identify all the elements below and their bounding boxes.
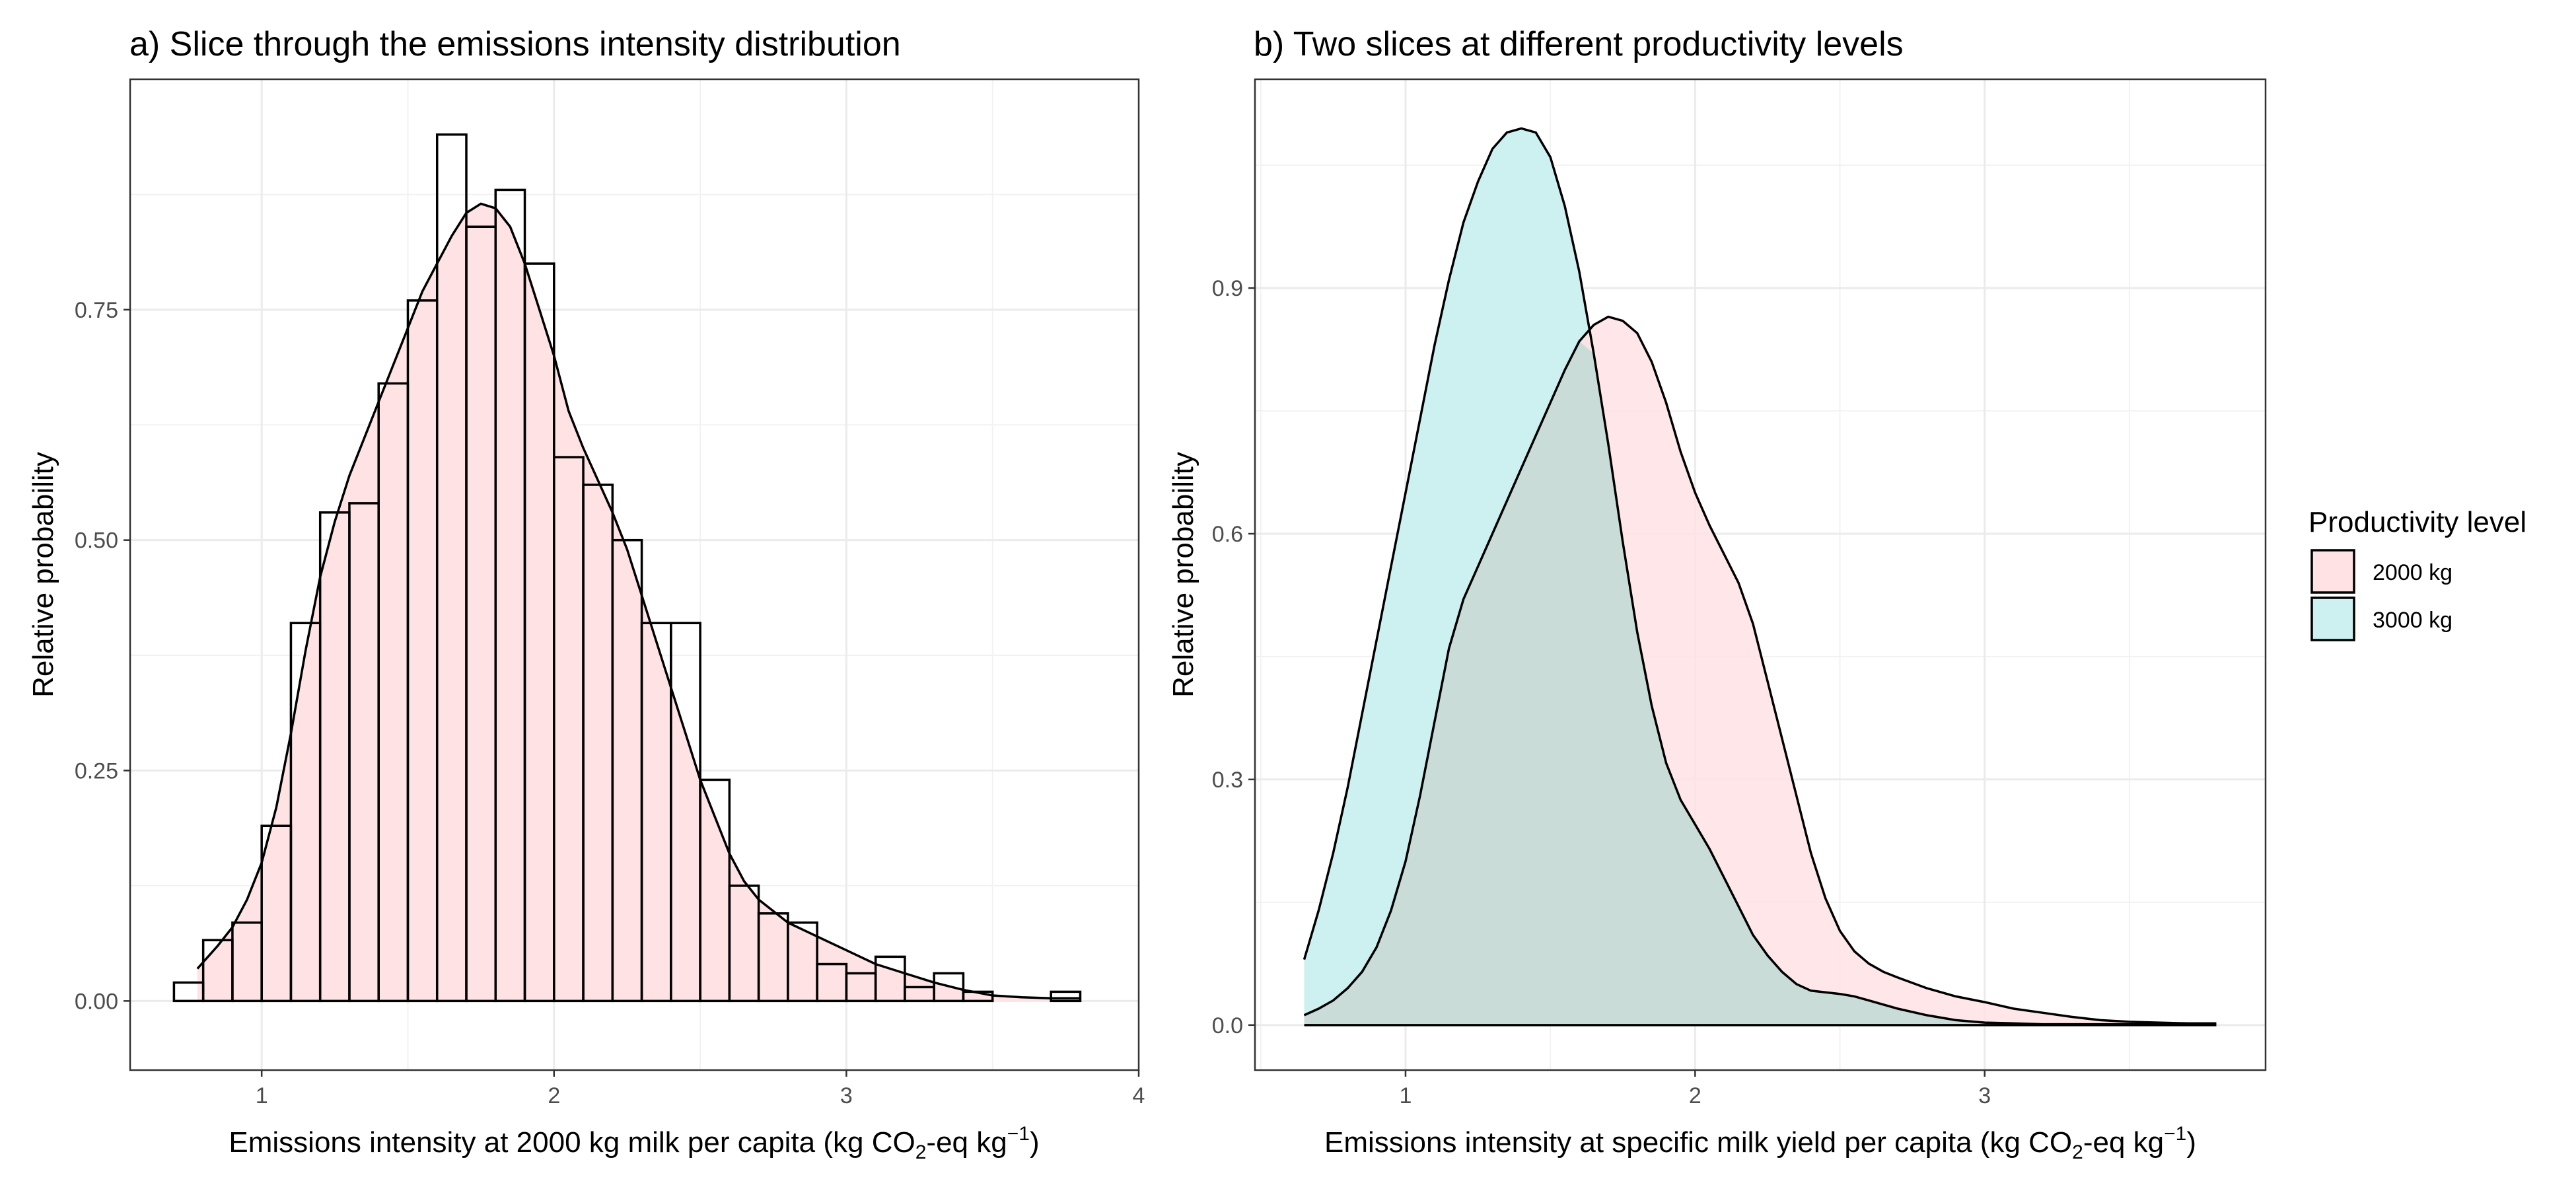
panel-b-x-label-unit-mid: -eq kg: [2083, 1126, 2164, 1159]
panel-b-x-axis: 1 2 3: [1400, 1070, 1991, 1108]
panel-a-x-label-unit-open: (kg CO: [823, 1126, 915, 1159]
legend-label: 2000 kg: [2373, 560, 2452, 585]
panel-b-x-label-unit-sup: −1: [2164, 1123, 2186, 1145]
panel-b-x-axis-label: Emissions intensity at specific milk yie…: [1324, 1123, 2196, 1163]
legend-key-3000-kg: [2310, 596, 2355, 641]
panel-b-y-axis-label: Relative probability: [1167, 452, 1199, 698]
legend-entries: 2000 kg 3000 kg: [2310, 549, 2452, 641]
panel-a-x-axis-label: Emissions intensity at 2000 kg milk per …: [229, 1123, 1039, 1163]
density-line-2000-kg: [1303, 315, 2217, 1025]
panel-a-x-tick-label: 1: [256, 1083, 268, 1108]
panel-b-y-tick-label: 0.0: [1212, 1013, 1243, 1038]
panel-a-y-axis: 0.00 0.25 0.50 0.75: [75, 298, 130, 1014]
density-overlap: [1304, 341, 2217, 1025]
panel-a-bars: [172, 133, 1082, 1003]
histogram-bar: [933, 972, 965, 1003]
panel-a-x-tick-label: 2: [548, 1083, 560, 1108]
panel-b: b) Two slices at different productivity …: [1167, 25, 2267, 1163]
panel-b-x-label-unit-close: ): [2186, 1126, 2196, 1159]
panel-a-x-label-unit-sup: −1: [1007, 1123, 1030, 1145]
panel-b-title: b) Two slices at different productivity …: [1254, 25, 1904, 63]
panel-b-density-areas: [1303, 127, 2217, 1027]
panel-b-x-tick-label: 1: [1400, 1083, 1412, 1108]
panel-a-x-tick-label: 4: [1133, 1083, 1145, 1108]
panel-b-frame: [1254, 78, 2267, 1071]
legend-title: Productivity level: [2308, 506, 2526, 538]
panel-b-y-tick-label: 0.9: [1212, 276, 1243, 301]
panel-a-x-tick-label: 3: [840, 1083, 853, 1108]
panel-a-density-curve: [196, 202, 1081, 999]
panel-a-y-axis-label: Relative probability: [27, 452, 59, 698]
panel-a-y-tick-label: 0.25: [75, 759, 118, 784]
panel-a-x-axis: 1 2 3 4: [256, 1070, 1145, 1108]
panel-a-x-label-unit-close: ): [1030, 1126, 1040, 1159]
panel-b-x-label-unit-sub: 2: [2072, 1141, 2083, 1163]
panel-a-y-tick-label: 0.75: [75, 298, 118, 323]
panel-b-x-tick-label: 2: [1689, 1083, 1701, 1108]
panel-b-x-label-main: Emissions intensity at specific milk yie…: [1324, 1126, 1972, 1159]
panel-a-y-tick-label: 0.50: [75, 528, 118, 554]
panel-a-x-label-unit-mid: -eq kg: [926, 1126, 1007, 1159]
histogram-bar: [1050, 990, 1082, 1003]
panel-b-y-axis: 0.0 0.3 0.6 0.9: [1212, 276, 1255, 1038]
legend-label: 3000 kg: [2373, 608, 2452, 633]
density-line-3000-kg: [1303, 127, 2217, 1026]
panel-b-y-tick-label: 0.3: [1212, 768, 1243, 793]
panel-a-x-label-unit-sub: 2: [915, 1141, 927, 1163]
panel-a: a) Slice through the emissions intensity…: [27, 25, 1145, 1163]
legend-key-2000-kg: [2310, 549, 2355, 594]
panel-b-y-tick-label: 0.6: [1212, 522, 1243, 547]
panel-a-y-tick-label: 0.00: [75, 989, 118, 1014]
panel-b-x-tick-label: 3: [1978, 1083, 1991, 1108]
panel-b-x-label-unit-open: (kg CO: [1980, 1126, 2072, 1159]
panel-a-x-label-main: Emissions intensity at 2000 kg milk per …: [229, 1126, 815, 1159]
panel-a-title: a) Slice through the emissions intensity…: [129, 25, 901, 63]
legend: Productivity level 2000 kg 3000 kg: [2308, 506, 2526, 641]
panel-a-frame: [129, 78, 1140, 1071]
histogram-bar: [874, 955, 906, 1003]
density-fill: [197, 203, 1081, 1001]
histogram-bar: [787, 921, 818, 1003]
